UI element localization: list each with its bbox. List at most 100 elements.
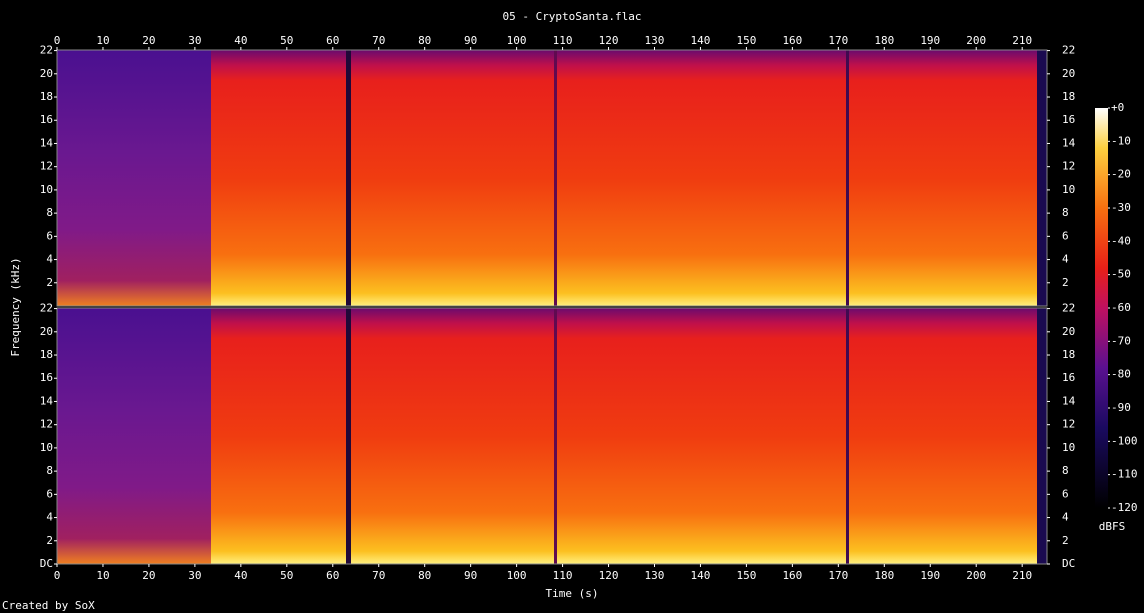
- colorbar-tick-label: -80: [1111, 368, 1131, 381]
- x-tick-label-bottom: 60: [326, 569, 339, 582]
- y-tick-label-right: 18: [1062, 90, 1075, 103]
- x-tick-label-bottom: 70: [372, 569, 385, 582]
- y-tick-label-right: 16: [1062, 371, 1075, 384]
- y-tick-label-left: 8: [46, 464, 53, 477]
- y-tick-label-right: 16: [1062, 113, 1075, 126]
- y-tick-label-right: 22: [1062, 44, 1075, 57]
- x-tick-label-top: 150: [736, 34, 756, 47]
- y-tick-label-left: 12: [40, 160, 53, 173]
- channel-1-image: [57, 50, 1047, 306]
- x-tick-label-bottom: 140: [691, 569, 711, 582]
- colorbar-tick-label: -30: [1111, 201, 1131, 214]
- y-tick-label-left: 12: [40, 418, 53, 431]
- y-tick-label-right: 8: [1062, 206, 1069, 219]
- y-tick-label-right: 20: [1062, 325, 1075, 338]
- y-tick-label-right: 22: [1062, 302, 1075, 315]
- y-tick-label-right: 4: [1062, 253, 1069, 266]
- x-tick-label-top: 160: [782, 34, 802, 47]
- x-tick-label-top: 210: [1012, 34, 1032, 47]
- plot-frame: [56, 307, 1048, 565]
- x-tick-label-top: 10: [96, 34, 109, 47]
- y-tick-label-left: 2: [46, 534, 53, 547]
- y-axis-label: Frequency (kHz): [9, 257, 22, 356]
- x-tick-label-bottom: 110: [553, 569, 573, 582]
- y-tick-label-left: 20: [40, 325, 53, 338]
- x-tick-label-bottom: 50: [280, 569, 293, 582]
- x-tick-label-bottom: 40: [234, 569, 247, 582]
- colorbar-tick-label: -90: [1111, 401, 1131, 414]
- x-tick-label-top: 70: [372, 34, 385, 47]
- x-tick-label-top: 60: [326, 34, 339, 47]
- colorbar: [1095, 108, 1108, 508]
- x-tick-label-bottom: 30: [188, 569, 201, 582]
- x-tick-label-top: 190: [920, 34, 940, 47]
- y-tick-label-left: 6: [46, 487, 53, 500]
- x-tick-label-bottom: 20: [142, 569, 155, 582]
- x-tick-label-bottom: 120: [599, 569, 619, 582]
- x-tick-label-bottom: 10: [96, 569, 109, 582]
- colorbar-tick-label: -110: [1111, 468, 1138, 481]
- colorbar-tick-label: -40: [1111, 234, 1131, 247]
- x-tick-label-bottom: 200: [966, 569, 986, 582]
- y-tick-label-left: 14: [40, 394, 54, 407]
- x-tick-label-top: 130: [645, 34, 665, 47]
- x-tick-label-bottom: 180: [874, 569, 894, 582]
- x-tick-label-bottom: 170: [828, 569, 848, 582]
- colorbar-tick-label: -100: [1111, 434, 1138, 447]
- y-tick-label-left: 22: [40, 302, 53, 315]
- y-tick-label-right: 18: [1062, 348, 1075, 361]
- y-tick-label-left: 20: [40, 67, 53, 80]
- y-tick-label-left: 8: [46, 206, 53, 219]
- y-tick-label-left: 22: [40, 44, 53, 57]
- channel-2-image: [57, 308, 1047, 564]
- x-tick-label-top: 80: [418, 34, 431, 47]
- x-tick-label-bottom: 90: [464, 569, 477, 582]
- x-tick-label-top: 110: [553, 34, 573, 47]
- x-tick-label-top: 40: [234, 34, 247, 47]
- colorbar-tick-label: -70: [1111, 334, 1131, 347]
- y-tick-label-right: 14: [1062, 394, 1076, 407]
- x-tick-label-top: 20: [142, 34, 155, 47]
- y-tick-label-right: 10: [1062, 183, 1075, 196]
- colorbar-tick-label: -10: [1111, 134, 1131, 147]
- colorbar-tick-label: -60: [1111, 301, 1131, 314]
- x-tick-label-bottom: 0: [54, 569, 61, 582]
- colorbar-tick-label: -120: [1111, 501, 1138, 514]
- y-tick-label-right: 2: [1062, 534, 1069, 547]
- y-tick-label-right: 8: [1062, 464, 1069, 477]
- x-axis-label: Time (s): [546, 587, 599, 600]
- x-tick-label-bottom: 80: [418, 569, 431, 582]
- y-tick-label-left: 4: [46, 253, 53, 266]
- chart-title: 05 - CryptoSanta.flac: [502, 10, 641, 23]
- x-tick-label-top: 170: [828, 34, 848, 47]
- y-tick-label-left: 18: [40, 348, 53, 361]
- y-tick-label-left: 18: [40, 90, 53, 103]
- y-tick-label-left: 16: [40, 371, 53, 384]
- x-tick-label-top: 30: [188, 34, 201, 47]
- y-tick-label-left: 14: [40, 136, 54, 149]
- y-tick-label-right: 6: [1062, 487, 1069, 500]
- y-tick-label-left: 10: [40, 183, 53, 196]
- x-tick-label-bottom: 150: [736, 569, 756, 582]
- y-tick-label-right: 6: [1062, 229, 1069, 242]
- y-tick-label-left: 10: [40, 441, 53, 454]
- y-tick-label-right: 12: [1062, 418, 1075, 431]
- x-tick-label-top: 90: [464, 34, 477, 47]
- x-tick-label-bottom: 210: [1012, 569, 1032, 582]
- colorbar-tick-label: -20: [1111, 168, 1131, 181]
- colorbar-label: dBFS: [1099, 520, 1126, 533]
- footer: Created by SoX: [2, 599, 95, 612]
- y-tick-label-right: 2: [1062, 276, 1069, 289]
- x-tick-label-top: 50: [280, 34, 293, 47]
- y-tick-label-right: 20: [1062, 67, 1075, 80]
- x-tick-label-top: 140: [691, 34, 711, 47]
- y-tick-label-right: 10: [1062, 441, 1075, 454]
- x-tick-label-top: 200: [966, 34, 986, 47]
- x-tick-label-top: 0: [54, 34, 61, 47]
- y-tick-label-left: DC: [40, 557, 53, 570]
- plot-frame: [56, 49, 1048, 307]
- x-tick-label-top: 100: [507, 34, 527, 47]
- y-tick-label-right: 14: [1062, 136, 1076, 149]
- x-tick-label-top: 120: [599, 34, 619, 47]
